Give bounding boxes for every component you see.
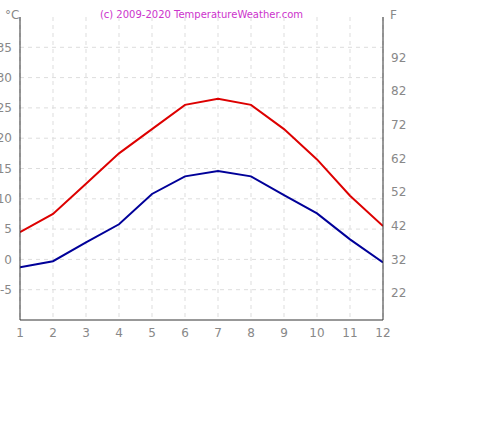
svg-text:5: 5	[8, 222, 12, 236]
svg-text:15: 15	[8, 162, 12, 176]
svg-text:8: 8	[247, 326, 255, 340]
svg-text:25: 25	[8, 101, 12, 115]
svg-text:52: 52	[391, 185, 406, 199]
html-text:°C: °C	[5, 8, 20, 22]
svg-text:92: 92	[391, 51, 406, 65]
svg-text:2: 2	[49, 326, 57, 340]
svg-text:72: 72	[391, 118, 406, 132]
svg-text:7: 7	[214, 326, 222, 340]
svg-text:11: 11	[342, 326, 357, 340]
svg-text:9: 9	[280, 326, 288, 340]
svg-text:5: 5	[148, 326, 156, 340]
svg-text:22: 22	[391, 286, 406, 300]
svg-text:30: 30	[8, 71, 12, 85]
svg-text:3: 3	[82, 326, 90, 340]
svg-text:1: 1	[16, 326, 24, 340]
svg-text:12: 12	[375, 326, 390, 340]
svg-text:10: 10	[309, 326, 324, 340]
svg-text:35: 35	[8, 41, 12, 55]
svg-text:42: 42	[391, 219, 406, 233]
svg-text:32: 32	[391, 253, 406, 267]
html-text:F: F	[390, 8, 397, 22]
svg-text:20: 20	[8, 131, 12, 145]
svg-text:62: 62	[391, 152, 406, 166]
svg-text:82: 82	[391, 84, 406, 98]
svg-text:0: 0	[8, 253, 12, 267]
svg-text:-5: -5	[8, 283, 12, 297]
svg-text:10: 10	[8, 192, 12, 206]
svg-text:4: 4	[115, 326, 123, 340]
html-text:(c) 2009-2020 TemperatureWeath: (c) 2009-2020 TemperatureWeather.com	[99, 9, 304, 20]
svg-text:6: 6	[181, 326, 189, 340]
